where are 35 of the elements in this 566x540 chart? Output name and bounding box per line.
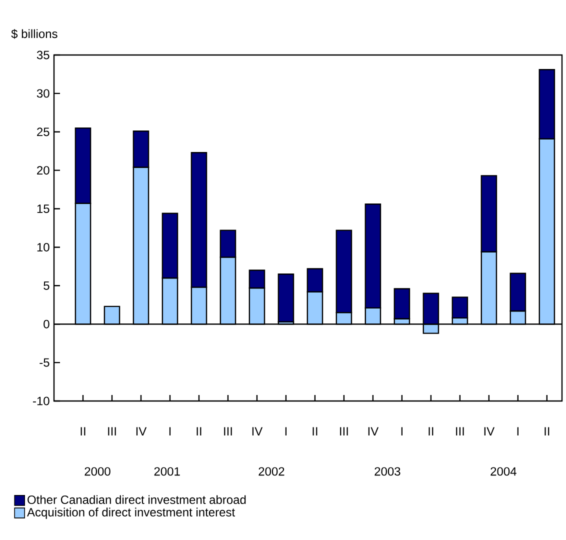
legend-label: Other Canadian direct investment abroad	[28, 495, 246, 504]
x-tick-label: I	[169, 427, 171, 436]
x-tick-label: II	[80, 427, 86, 436]
x-tick-label: II	[428, 427, 434, 436]
y-axis-title: $ billions	[11, 29, 58, 39]
y-tick-label: 35	[36, 50, 50, 60]
x-tick-label: III	[340, 427, 348, 436]
x-tick-label: II	[544, 427, 550, 436]
x-tick-label: I	[401, 427, 403, 436]
y-tick-label: 25	[37, 128, 50, 136]
x-tick-label: I	[285, 427, 287, 436]
text: 2001	[154, 467, 180, 476]
x-tick-label: IV	[136, 427, 147, 436]
x-tick-label: IV	[252, 427, 263, 436]
x-tick-label: IV	[484, 427, 495, 436]
x-tick-label: IV	[368, 427, 379, 436]
text: 2002	[258, 467, 284, 476]
text: 2000	[84, 467, 110, 476]
text: 2003	[374, 467, 400, 476]
x-tick-label: II	[312, 427, 318, 436]
x-tick-label: II	[196, 427, 202, 436]
x-tick-label: III	[456, 427, 464, 436]
y-tick-label: 5	[44, 281, 50, 290]
y-tick-label: -10	[32, 396, 50, 406]
y-tick-label: 10	[37, 242, 50, 252]
x-tick-label: III	[224, 427, 232, 436]
legend-label: Acquisition of direct investment interest	[27, 508, 235, 519]
text: 2004	[490, 467, 516, 476]
x-tick-label: I	[517, 427, 518, 436]
x-tick-label: III	[108, 427, 116, 436]
y-tick-label: 0	[44, 320, 50, 328]
y-tick-label: -5	[40, 358, 50, 367]
y-tick-label: 15	[37, 204, 50, 213]
y-tick-label: 20	[37, 166, 50, 175]
y-tick-label: 30	[36, 89, 50, 98]
